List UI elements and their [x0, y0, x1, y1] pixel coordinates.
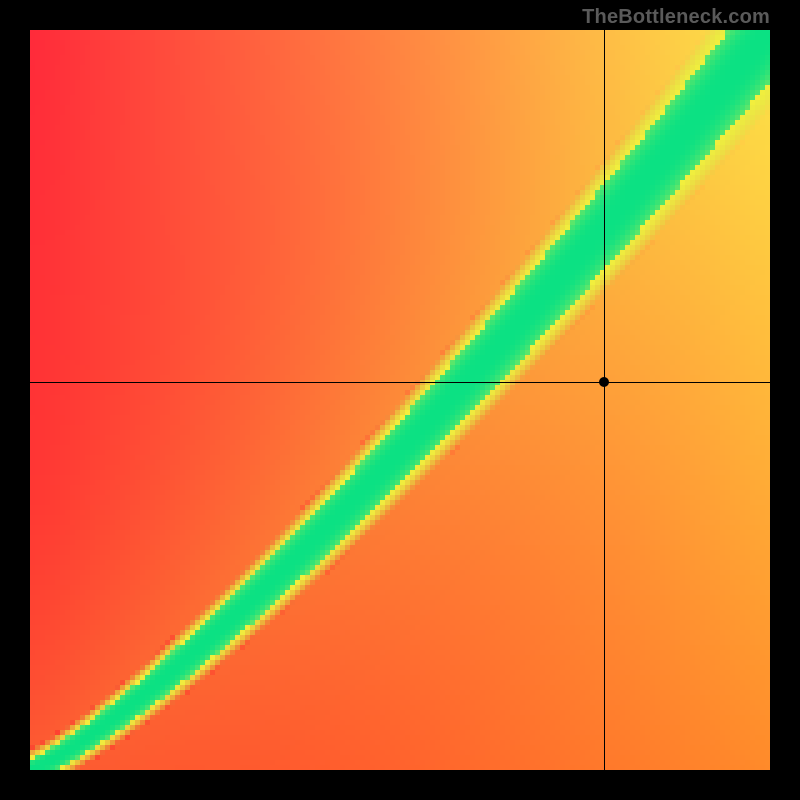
crosshair-horizontal — [30, 382, 770, 383]
crosshair-vertical — [604, 30, 605, 770]
chart-container: TheBottleneck.com — [0, 0, 800, 800]
watermark-text: TheBottleneck.com — [582, 6, 770, 29]
plot-area — [30, 30, 770, 770]
crosshair-marker — [599, 377, 609, 387]
heatmap-canvas — [30, 30, 770, 770]
